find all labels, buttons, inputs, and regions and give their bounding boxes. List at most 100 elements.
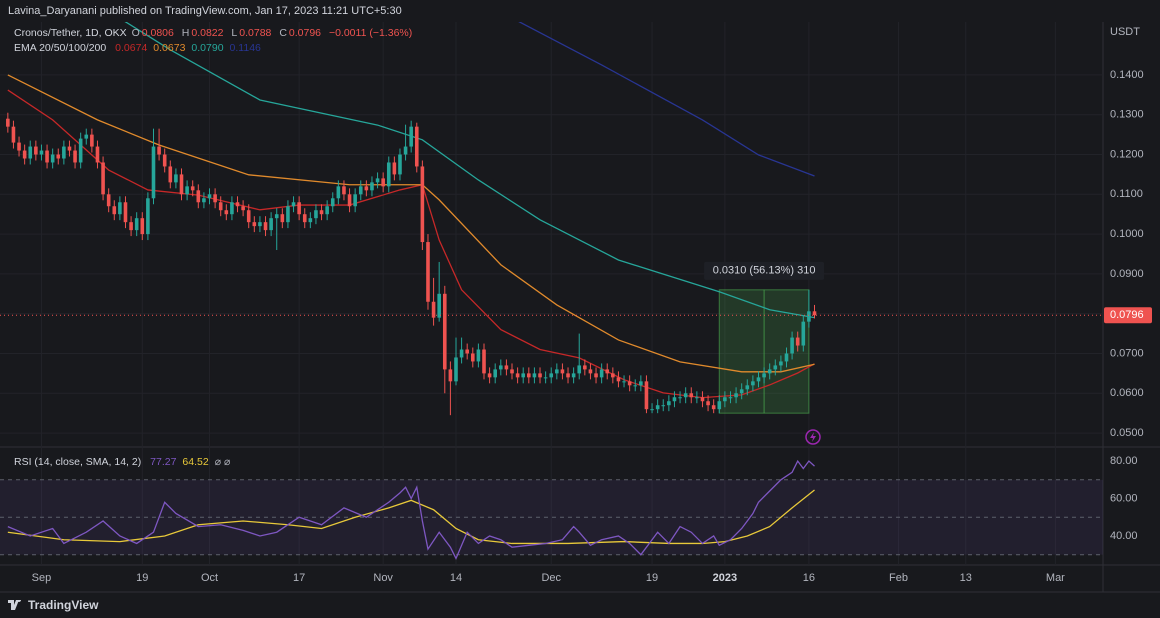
candle-body: [504, 365, 509, 370]
candle-body: [431, 301, 436, 318]
indicator-line: [124, 22, 815, 319]
last-price-box: [1104, 307, 1152, 324]
candle-body: [196, 190, 201, 203]
y-tick-label: 0.0500: [1110, 427, 1144, 439]
indicator-line: [7, 459, 815, 560]
candle-body: [437, 293, 441, 318]
ohlc-key: O: [131, 27, 140, 39]
candle-body: [470, 353, 475, 362]
candle-body: [179, 174, 184, 195]
candle-body: [717, 401, 722, 410]
candle-body: [202, 198, 206, 203]
candle-body: [426, 242, 430, 302]
ema-value: 0.0674: [115, 42, 148, 54]
x-tick-label: Sep: [32, 572, 52, 584]
candle-body: [543, 377, 548, 379]
candle-body: [784, 353, 789, 362]
candle-body: [577, 365, 582, 374]
candle-body: [325, 206, 329, 215]
candle-body: [571, 373, 576, 378]
candle-body: [616, 377, 621, 382]
y-tick-label: 0.1300: [1110, 109, 1144, 121]
candle-body: [118, 202, 122, 215]
ohlc-value: 0.0788: [239, 27, 272, 39]
publisher: Lavina_Daryanani published on TradingVie…: [8, 5, 402, 17]
candle-body: [39, 150, 44, 155]
candle-body: [599, 369, 604, 378]
candle-body: [34, 146, 38, 155]
candle-body: [241, 206, 245, 211]
candle-body: [779, 361, 783, 366]
candle-body: [308, 218, 313, 223]
x-tick-label: Oct: [201, 572, 218, 584]
axes: Sep 19 Oct 17 Nov 14 Dec 19 2023 16 Feb 13 Mar 0.1400…: [32, 69, 1152, 584]
candle-body: [711, 405, 716, 410]
rsi-value: 64.52: [182, 456, 209, 468]
candle-body: [50, 154, 55, 163]
candle-body: [812, 311, 817, 316]
candle-body: [353, 194, 357, 207]
candle-body: [62, 146, 66, 159]
y-tick-label: 0.1400: [1110, 69, 1144, 81]
candle-body: [101, 162, 105, 195]
rsi-pane: [0, 447, 1103, 565]
indicator-line: [518, 22, 815, 177]
candle-body: [549, 373, 554, 378]
x-tick-label: 17: [293, 572, 305, 584]
y-tick-label: 0.0700: [1110, 347, 1144, 359]
candle-body: [594, 373, 598, 378]
candle-body: [174, 174, 178, 183]
candle-body: [695, 397, 699, 399]
ema-value: 0.0790: [191, 42, 224, 54]
candle-body: [95, 146, 100, 163]
candle-body: [706, 401, 710, 406]
candle-body: [151, 146, 156, 199]
candle-body: [123, 202, 128, 223]
candle-body: [807, 311, 811, 322]
candle-body: [78, 138, 83, 163]
footer-brand: TradingView: [8, 598, 98, 612]
ema-value: 0.0673: [153, 42, 186, 54]
candle-body: [409, 126, 413, 147]
candle-body: [689, 393, 694, 398]
candle-body: [319, 210, 324, 215]
candle-body: [84, 134, 89, 139]
y-tick-label: 80.00: [1110, 455, 1138, 467]
candle-body: [218, 202, 223, 211]
x-tick-label: Nov: [373, 572, 393, 584]
candle-body: [605, 369, 610, 374]
change: −0.0011 (−1.36%): [328, 27, 413, 39]
measure-label: 0.0310 (56.13%) 310: [713, 265, 816, 277]
candle-body: [358, 186, 363, 195]
x-tick-label: 13: [960, 572, 972, 584]
candle-body: [213, 194, 217, 203]
candle-body: [420, 166, 425, 243]
candle-body: [336, 186, 341, 199]
candle-body: [56, 154, 61, 159]
candle-body: [112, 206, 117, 215]
candle-body: [678, 397, 682, 399]
measure-label-bg: [704, 261, 825, 280]
candle-body: [230, 202, 234, 215]
candle-body: [723, 397, 727, 402]
candle-body: [611, 373, 615, 378]
candle-body: [386, 162, 391, 187]
ohlc-key: C: [279, 27, 287, 39]
candle-body: [67, 146, 72, 151]
candle-body: [639, 381, 643, 386]
candle-body: [274, 214, 279, 219]
candle-body: [190, 186, 195, 191]
candle-body: [773, 365, 778, 370]
rsi-title: RSI (14, close, SMA, 14, 2): [14, 456, 142, 468]
candle-body: [330, 198, 335, 207]
candle-body: [465, 349, 469, 354]
candle-body: [134, 218, 139, 231]
candle-body: [140, 218, 145, 235]
candle-body: [515, 373, 520, 378]
candle-body: [22, 150, 27, 159]
candle-body: [510, 369, 514, 374]
candle-body: [538, 373, 542, 378]
y-tick-label: 60.00: [1110, 492, 1138, 504]
last-price-label: 0.0796: [1110, 309, 1144, 321]
candle-body: [370, 182, 374, 191]
